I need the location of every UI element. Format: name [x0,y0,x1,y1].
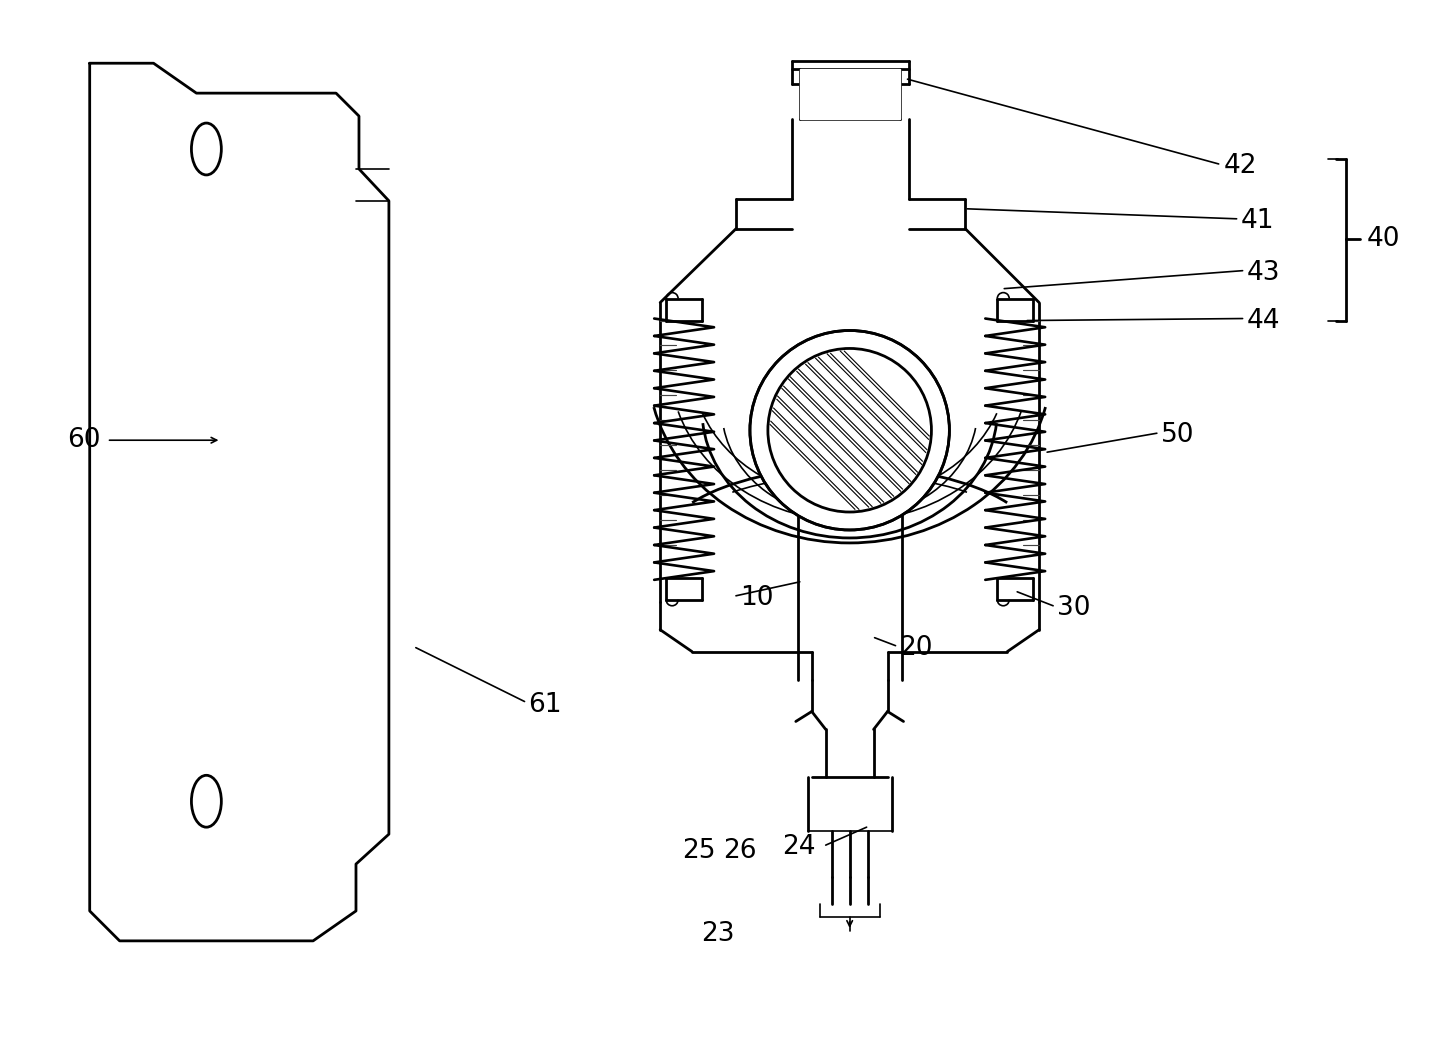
Polygon shape [90,63,389,940]
Text: 10: 10 [740,584,773,610]
Text: 50: 50 [1160,422,1195,448]
Text: 23: 23 [701,921,734,947]
Text: 42: 42 [1224,153,1257,179]
Text: 20: 20 [900,634,933,660]
Circle shape [750,330,949,530]
Text: 43: 43 [1247,260,1280,285]
Text: 25: 25 [682,838,715,864]
Text: 26: 26 [722,838,757,864]
Text: 24: 24 [782,835,815,861]
Text: 40: 40 [1367,225,1400,252]
Text: 60: 60 [66,428,100,454]
Text: 41: 41 [1241,208,1274,234]
Polygon shape [799,70,900,119]
Text: 61: 61 [529,691,562,717]
Text: 30: 30 [1058,595,1091,621]
Text: 44: 44 [1247,307,1280,333]
